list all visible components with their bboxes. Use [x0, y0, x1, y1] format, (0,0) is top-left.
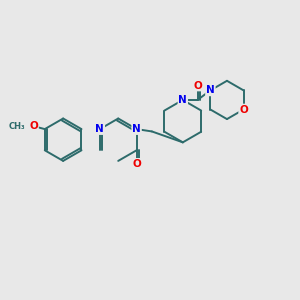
Text: O: O: [29, 121, 38, 131]
Text: O: O: [239, 104, 248, 115]
Text: N: N: [95, 124, 104, 134]
Text: N: N: [178, 95, 187, 105]
Text: N: N: [132, 124, 141, 134]
Text: O: O: [132, 159, 141, 169]
Text: N: N: [206, 85, 215, 95]
Text: CH₃: CH₃: [9, 122, 25, 130]
Text: O: O: [193, 80, 202, 91]
